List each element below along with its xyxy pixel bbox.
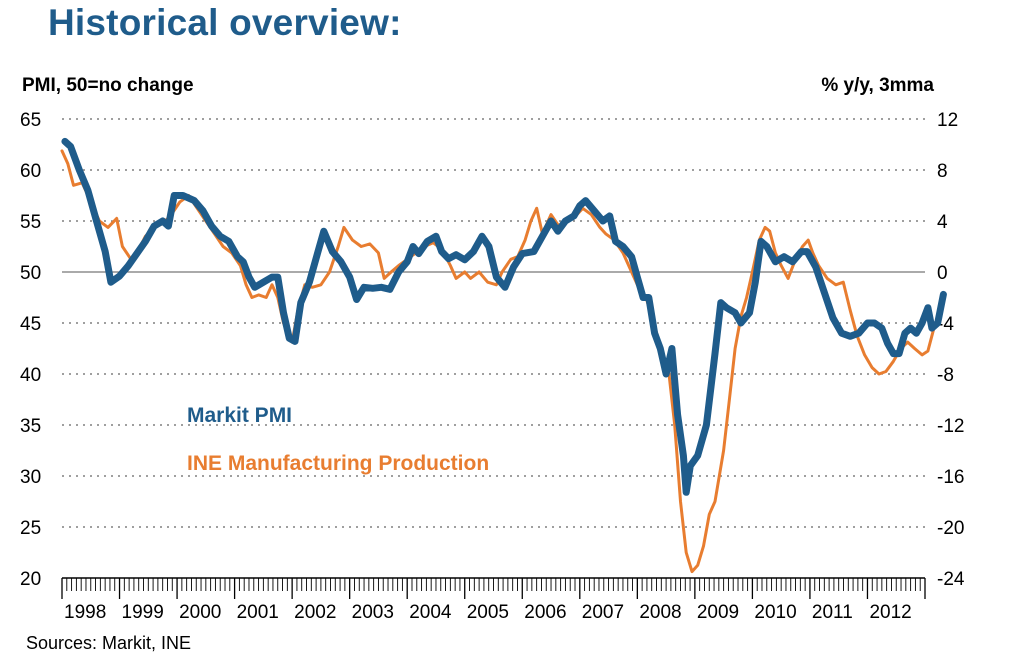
x-tick-label: 2009: [697, 602, 739, 623]
left-tick-label: 50: [20, 263, 41, 284]
page-title: Historical overview:: [48, 2, 402, 43]
x-tick-label: 2004: [409, 602, 452, 623]
left-tick-label: 60: [20, 161, 41, 182]
left-axis-title: PMI, 50=no change: [22, 75, 194, 96]
series-layer: [60, 137, 947, 574]
series-ine-line: [60, 149, 936, 574]
right-axis-title: % y/y, 3mma: [821, 75, 934, 96]
left-tick-label: 55: [20, 212, 41, 233]
legend-pmi: Markit PMI: [187, 404, 292, 427]
left-axis-ticks: 20 25 30 35 40 45 50 55 60 65: [20, 110, 41, 590]
left-tick-label: 35: [20, 416, 41, 437]
x-tick-label: 2008: [639, 602, 681, 623]
left-tick-label: 40: [20, 365, 41, 386]
x-tick-label: 2007: [582, 602, 624, 623]
right-tick-label: -16: [937, 467, 964, 488]
left-tick-label: 25: [20, 518, 41, 539]
x-tick-label: 2001: [237, 602, 279, 623]
x-tick-label: 2003: [352, 602, 394, 623]
x-tick-label: 1998: [64, 602, 106, 623]
series-pmi-line: [61, 137, 947, 496]
x-tick-label: 2006: [524, 602, 566, 623]
right-tick-label: 0: [937, 263, 948, 284]
right-tick-label: -20: [937, 518, 964, 539]
right-tick-label: 12: [937, 110, 958, 131]
x-axis: 1998 1999 2000 2001 2002 2003 2004 2005 2006 2007…: [61, 577, 926, 623]
right-tick-label: -24: [937, 569, 965, 590]
x-tick-label: 2005: [467, 602, 509, 623]
source-note: Sources: Markit, INE: [26, 633, 191, 653]
right-tick-label: -8: [937, 365, 954, 386]
right-tick-label: 8: [937, 161, 948, 182]
x-tick-label: 2012: [869, 602, 911, 623]
left-tick-label: 20: [20, 569, 41, 590]
x-tick-label: 1999: [122, 602, 164, 623]
left-tick-label: 65: [20, 110, 41, 131]
right-tick-label: 4: [937, 212, 948, 233]
x-tick-label: 2000: [179, 602, 221, 623]
x-tick-label: 2011: [812, 602, 853, 623]
x-tick-label: 2002: [294, 602, 336, 623]
left-tick-label: 30: [20, 467, 41, 488]
legend-ine: INE Manufacturing Production: [187, 452, 489, 475]
left-tick-label: 45: [20, 314, 41, 335]
x-tick-label: 2010: [754, 602, 796, 623]
right-tick-label: -12: [937, 416, 964, 437]
